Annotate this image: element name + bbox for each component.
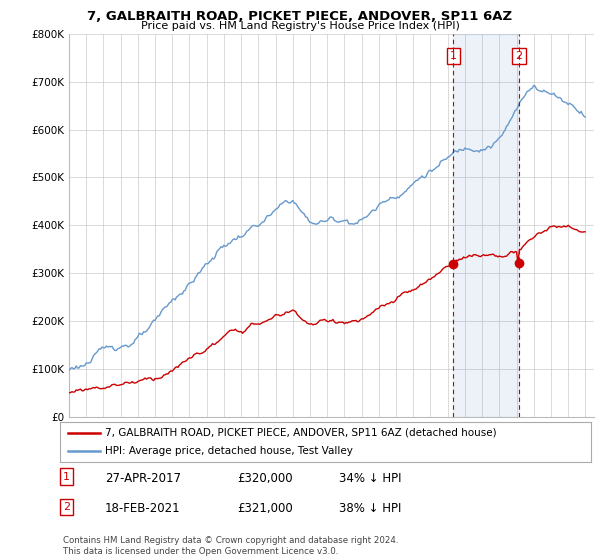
Text: 1: 1 bbox=[450, 51, 457, 61]
Text: HPI: Average price, detached house, Test Valley: HPI: Average price, detached house, Test… bbox=[105, 446, 353, 456]
Text: Price paid vs. HM Land Registry's House Price Index (HPI): Price paid vs. HM Land Registry's House … bbox=[140, 21, 460, 31]
Bar bbox=[454, 34, 518, 417]
Text: 2: 2 bbox=[515, 51, 522, 61]
Text: £321,000: £321,000 bbox=[237, 502, 293, 515]
Text: £320,000: £320,000 bbox=[237, 472, 293, 484]
Text: 7, GALBRAITH ROAD, PICKET PIECE, ANDOVER, SP11 6AZ: 7, GALBRAITH ROAD, PICKET PIECE, ANDOVER… bbox=[88, 10, 512, 23]
Text: Contains HM Land Registry data © Crown copyright and database right 2024.
This d: Contains HM Land Registry data © Crown c… bbox=[63, 536, 398, 556]
Text: 7, GALBRAITH ROAD, PICKET PIECE, ANDOVER, SP11 6AZ (detached house): 7, GALBRAITH ROAD, PICKET PIECE, ANDOVER… bbox=[105, 428, 497, 437]
Text: 1: 1 bbox=[63, 472, 70, 482]
Text: 18-FEB-2021: 18-FEB-2021 bbox=[105, 502, 181, 515]
Text: 38% ↓ HPI: 38% ↓ HPI bbox=[339, 502, 401, 515]
Text: 2: 2 bbox=[63, 502, 70, 512]
Text: 27-APR-2017: 27-APR-2017 bbox=[105, 472, 181, 484]
Text: 34% ↓ HPI: 34% ↓ HPI bbox=[339, 472, 401, 484]
